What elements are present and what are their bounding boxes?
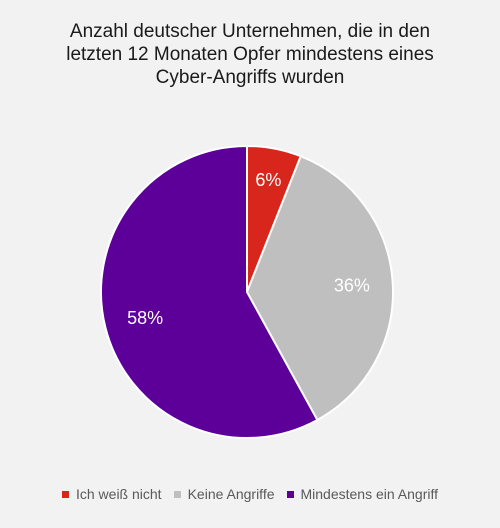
legend-label: Mindestens ein Angriff <box>300 486 439 502</box>
data-label-0: 6% <box>255 170 281 190</box>
legend: Ich weiß nicht Keine Angriffe Mindestens… <box>0 486 500 502</box>
legend-swatch <box>286 490 294 498</box>
legend-label: Keine Angriffe <box>187 486 275 502</box>
pie-slice-1 <box>245 154 394 422</box>
chart-title-line: letzten 12 Monaten Opfer mindestens eine… <box>66 44 434 65</box>
chart-title-line: Anzahl deutscher Unternehmen, die in den <box>69 21 431 42</box>
legend-item-mindestens-ein-angriff: Mindestens ein Angriff <box>286 486 439 502</box>
data-label-2: 58% <box>127 308 163 328</box>
chart-title-line: Cyber-Angriffs wurden <box>155 67 345 88</box>
legend-swatch <box>61 490 69 498</box>
legend-label: Ich weiß nicht <box>75 486 162 502</box>
data-label-1: 36% <box>334 275 370 295</box>
legend-swatch <box>173 490 181 498</box>
chart-title: Anzahl deutscher Unternehmen, die in den… <box>0 20 500 89</box>
legend-item-keine-angriffe: Keine Angriffe <box>173 486 275 502</box>
legend-item-ich-weiss-nicht: Ich weiß nicht <box>61 486 162 502</box>
pie-slice-2 <box>100 144 319 439</box>
